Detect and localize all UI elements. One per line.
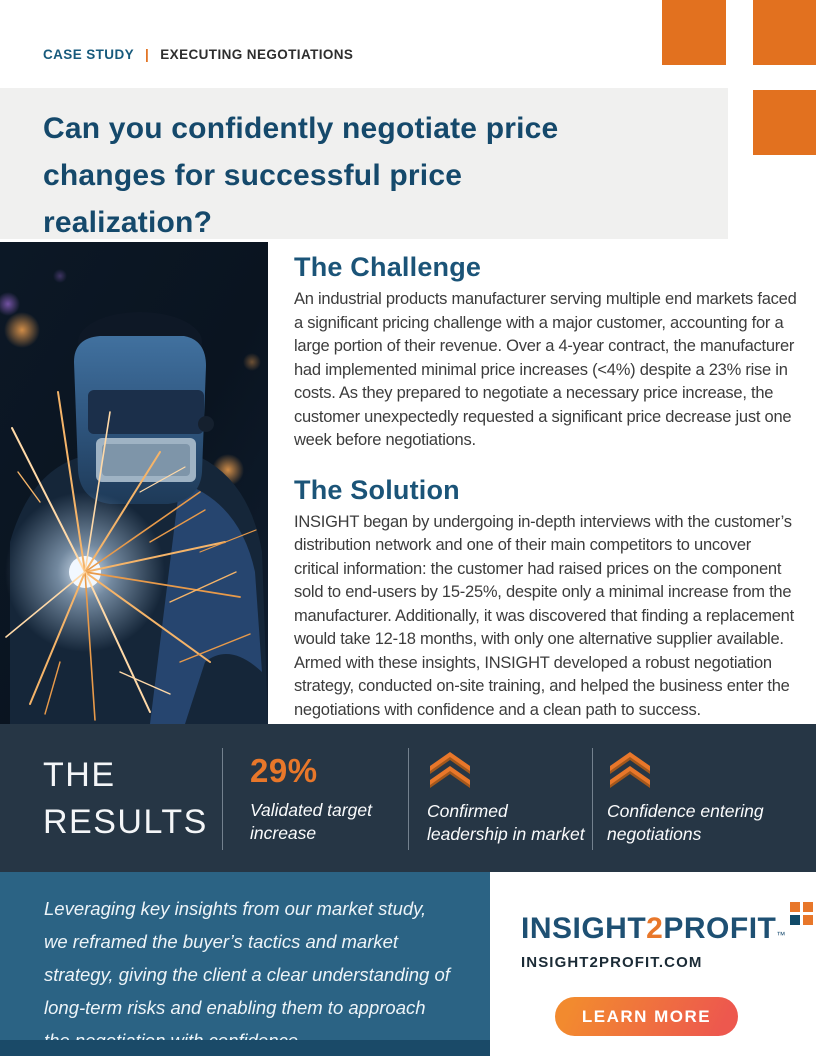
challenge-body: An industrial products manufacturer serv…: [294, 290, 797, 449]
results-divider: [222, 748, 223, 850]
footer-accent-strip: [0, 1040, 490, 1056]
solution-body: INSIGHT began by undergoing in-depth int…: [294, 512, 794, 719]
results-title-line2: RESULTS: [43, 803, 208, 841]
website-url: INSIGHT2PROFIT.COM: [521, 954, 703, 971]
results-title-line1: THE: [43, 756, 116, 794]
content-column: The Challenge An industrial products man…: [294, 252, 800, 744]
eyebrow: CASE STUDY | EXECUTING NEGOTIATIONS: [43, 47, 353, 62]
decor-square-orange-top-right: [753, 0, 816, 65]
eyebrow-label: CASE STUDY: [43, 47, 134, 62]
result-label: Validated target increase: [250, 800, 372, 843]
headline-band: Can you confidently negotiate price chan…: [0, 88, 728, 239]
eyebrow-separator: |: [144, 47, 150, 62]
quote-text: Leveraging key insights from our market …: [44, 898, 450, 1051]
result-item: Confirmed leadership in market: [427, 752, 592, 846]
challenge-title: The Challenge: [294, 252, 482, 282]
results-divider: [408, 748, 409, 850]
trademark-symbol: ™: [776, 930, 786, 940]
results-title: THE RESULTS: [43, 752, 208, 846]
logo-part-profit: PROFIT: [663, 912, 777, 945]
eyebrow-category: EXECUTING NEGOTIATIONS: [160, 47, 354, 62]
decor-square-orange-top-left: [662, 0, 726, 65]
logo-part-insight: INSIGHT: [521, 912, 647, 945]
result-stat-value: 29%: [250, 752, 318, 789]
page-title: Can you confidently negotiate price chan…: [43, 112, 559, 239]
footer-panel: INSIGHT2PROFIT™ INSIGHT2PROFIT.COM LEARN…: [490, 872, 816, 1056]
insight2profit-logo: INSIGHT2PROFIT™: [521, 902, 814, 946]
solution-title: The Solution: [294, 474, 460, 505]
learn-more-button[interactable]: LEARN MORE: [555, 997, 738, 1036]
result-item-stat: 29% Validated target increase: [250, 752, 385, 845]
double-chevron-up-icon: [430, 752, 470, 788]
decor-square-orange-bottom-right: [753, 90, 816, 155]
results-divider: [592, 748, 593, 850]
result-item: Confidence entering negotiations: [607, 752, 792, 846]
welder-photo: [0, 242, 268, 724]
results-band: THE RESULTS 29% Validated target increas…: [0, 724, 816, 872]
logo-squares-icon: [790, 902, 814, 926]
result-label: Confirmed leadership in market: [427, 801, 585, 844]
result-label: Confidence entering negotiations: [607, 801, 764, 844]
logo-part-2: 2: [646, 912, 664, 945]
quote-panel: Leveraging key insights from our market …: [0, 872, 490, 1051]
double-chevron-up-icon: [610, 752, 650, 788]
